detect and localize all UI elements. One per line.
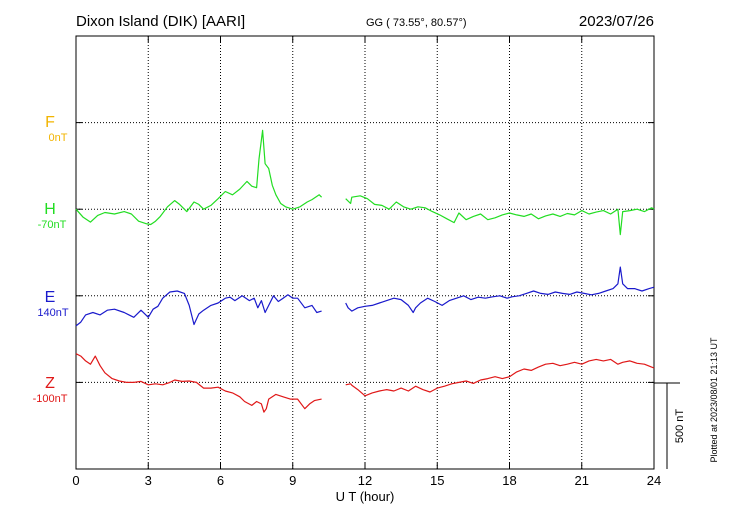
x-tick-label-6: 6 (217, 473, 224, 488)
x-tick-labels: 0 3 6 9 12 15 18 21 24 (72, 473, 661, 488)
x-axis-label: U T (hour) (336, 489, 395, 504)
trace-h-2 (345, 195, 655, 236)
x-tick-label-24: 24 (647, 473, 661, 488)
legend-h: H -70nT (38, 201, 67, 231)
series-e-baseline: 140nT (37, 307, 68, 319)
x-tick-label-9: 9 (289, 473, 296, 488)
scale-bar: 500 nT (654, 382, 686, 469)
x-tick-label-0: 0 (72, 473, 79, 488)
series-h-baseline: -70nT (38, 219, 67, 231)
geo-coords: GG ( 73.55°, 80.57°) (366, 17, 467, 29)
trace-h-1 (75, 129, 323, 226)
series-f-name: F (45, 114, 55, 131)
legend-z: Z -100nT (33, 375, 68, 405)
series-e-name: E (45, 289, 56, 306)
data-traces (75, 129, 655, 413)
x-tick-label-12: 12 (358, 473, 372, 488)
grid-lines (76, 36, 654, 469)
series-z-name: Z (45, 375, 55, 392)
trace-z-5 (75, 353, 322, 413)
scale-bar-label: 500 nT (674, 409, 686, 444)
legend-f: F 0nT (45, 114, 68, 144)
x-tick-label-18: 18 (502, 473, 516, 488)
date-label: 2023/07/26 (579, 13, 654, 30)
x-tick-label-21: 21 (575, 473, 589, 488)
legend-e: E 140nT (37, 289, 68, 319)
series-h-name: H (44, 201, 56, 218)
trace-z-6 (345, 358, 655, 397)
axis-ticks (75, 36, 655, 469)
trace-e-4 (345, 266, 655, 314)
station-title: Dixon Island (DIK) [AARI] (76, 13, 245, 30)
x-tick-label-15: 15 (430, 473, 444, 488)
series-z-baseline: -100nT (33, 393, 68, 405)
trace-e-3 (75, 290, 322, 327)
series-f-baseline: 0nT (49, 132, 68, 144)
plotted-timestamp: Plotted at 2023/08/01 21:13 UT (709, 337, 719, 463)
x-tick-label-3: 3 (145, 473, 152, 488)
